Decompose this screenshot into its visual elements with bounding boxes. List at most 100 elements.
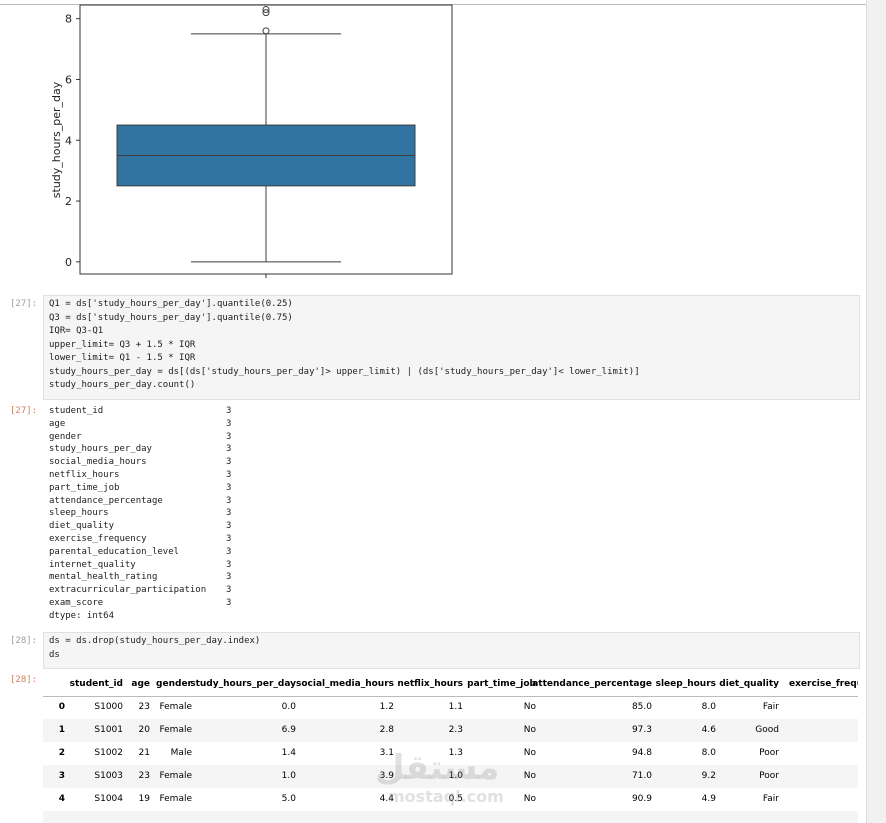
table-cell: 94.8 bbox=[631, 748, 652, 758]
table-cell: No bbox=[523, 771, 536, 781]
code-line: IQR= Q3-Q1 bbox=[49, 326, 104, 336]
y-tick-label: 8 bbox=[65, 13, 72, 26]
series-value: 3 bbox=[226, 418, 232, 429]
outlier bbox=[262, 27, 270, 35]
table-cell: Female bbox=[159, 771, 192, 781]
table-cell: Female bbox=[159, 794, 192, 804]
series-value: 3 bbox=[226, 495, 232, 506]
series-value: 3 bbox=[226, 444, 232, 455]
table-cell: Male bbox=[170, 748, 192, 758]
series-name: diet_quality bbox=[49, 521, 115, 532]
table-cell: 1.2 bbox=[379, 702, 394, 712]
prompt: [28]: bbox=[10, 675, 38, 685]
table-cell: S1000 bbox=[94, 702, 123, 712]
code-cell bbox=[43, 632, 860, 669]
series-name: exam_score bbox=[49, 598, 104, 608]
watermark-url: mostaql.com bbox=[388, 787, 504, 806]
table-cell: No bbox=[523, 725, 536, 735]
code-line: study_hours_per_day.count() bbox=[49, 380, 196, 390]
y-tick-label: 2 bbox=[65, 195, 72, 208]
code-line: upper_limit= Q3 + 1.5 * IQR bbox=[49, 339, 196, 350]
table-cell: 2.8 bbox=[379, 725, 394, 735]
column-header: sleep_hours bbox=[655, 679, 716, 689]
series-value: 3 bbox=[226, 521, 232, 532]
table-cell: No bbox=[523, 794, 536, 804]
series-value: 3 bbox=[226, 406, 232, 416]
table-cell: Female bbox=[159, 725, 192, 735]
series-name: extracurricular_participation bbox=[49, 585, 207, 596]
table-cell: 4.6 bbox=[701, 725, 716, 735]
table-cell: 1.1 bbox=[448, 702, 463, 712]
table-cell: 0.5 bbox=[448, 794, 463, 804]
table-cell: 1.0 bbox=[448, 771, 463, 781]
table-cell: 85.0 bbox=[631, 702, 652, 712]
series-value: 3 bbox=[226, 559, 232, 570]
table-cell: 23 bbox=[138, 702, 150, 712]
column-header: netflix_hours bbox=[397, 679, 463, 689]
table-cell: S1002 bbox=[94, 748, 123, 758]
series-value: 3 bbox=[226, 546, 232, 557]
series-name: mental_health_rating bbox=[49, 572, 158, 583]
series-value: 3 bbox=[226, 482, 232, 493]
column-header: part_time_job bbox=[467, 679, 536, 689]
series-name: netflix_hours bbox=[49, 470, 120, 480]
series-name: attendance_percentage bbox=[49, 495, 163, 506]
series-value: 3 bbox=[226, 572, 232, 583]
series-name: study_hours_per_day bbox=[49, 444, 152, 455]
table-cell: Poor bbox=[759, 748, 779, 758]
series-name: age bbox=[49, 418, 66, 429]
table-cell: 97.3 bbox=[631, 725, 652, 735]
series-value: 3 bbox=[226, 457, 232, 468]
row-stripe bbox=[43, 765, 858, 788]
series-name: social_media_hours bbox=[49, 457, 147, 468]
series-value: 3 bbox=[226, 431, 232, 442]
table-cell: 90.9 bbox=[631, 794, 652, 804]
series-value: 3 bbox=[226, 508, 232, 519]
series-name: parental_education_level bbox=[49, 546, 180, 557]
series-value: 3 bbox=[226, 585, 232, 596]
table-cell: 8.0 bbox=[701, 748, 716, 758]
table-cell: No bbox=[523, 702, 536, 712]
table-cell: Poor bbox=[759, 771, 779, 781]
column-header: attendance_percentage bbox=[532, 679, 652, 689]
table-cell: 3.1 bbox=[379, 748, 394, 758]
column-header: student_id bbox=[69, 679, 123, 689]
table-cell: 6.9 bbox=[281, 725, 296, 735]
table-cell: S1001 bbox=[94, 725, 123, 735]
watermark: مستقل bbox=[375, 748, 500, 788]
row-index: 0 bbox=[58, 702, 65, 712]
code-cell bbox=[43, 295, 860, 400]
code-line: ds bbox=[49, 649, 60, 660]
series-name: gender bbox=[49, 431, 82, 442]
series-name: part_time_job bbox=[49, 482, 120, 493]
row-index: 1 bbox=[58, 725, 65, 735]
series-name: student_id bbox=[49, 406, 104, 416]
table-cell: 23 bbox=[138, 771, 150, 781]
series-value: 3 bbox=[226, 598, 232, 608]
column-header: diet_quality bbox=[719, 679, 779, 689]
table-cell: Fair bbox=[762, 702, 779, 712]
table-cell: 1.4 bbox=[281, 748, 296, 758]
series-name: internet_quality bbox=[49, 559, 136, 570]
table-cell: 20 bbox=[138, 725, 150, 735]
table-cell: Fair bbox=[762, 794, 779, 804]
table-cell: 2.3 bbox=[448, 725, 463, 735]
column-header: exercise_freque bbox=[789, 679, 858, 689]
code-line: Q1 = ds['study_hours_per_day'].quantile(… bbox=[49, 299, 293, 309]
table-cell: 8.0 bbox=[701, 702, 716, 712]
prompt: [28]: bbox=[10, 636, 38, 646]
scrollbar[interactable] bbox=[866, 0, 886, 823]
prompt: [27]: bbox=[10, 406, 38, 416]
series-name: sleep_hours bbox=[49, 508, 109, 519]
y-tick-label: 6 bbox=[65, 73, 72, 86]
table-cell: 4.4 bbox=[379, 794, 394, 804]
table-cell: 9.2 bbox=[701, 771, 716, 781]
column-header: study_hours_per_day bbox=[190, 679, 296, 689]
table-cell: 19 bbox=[138, 794, 150, 804]
column-header: gender bbox=[156, 679, 192, 689]
code-line: Q3 = ds['study_hours_per_day'].quantile(… bbox=[49, 312, 293, 323]
row-stripe bbox=[43, 811, 858, 823]
series-value: 3 bbox=[226, 470, 232, 480]
column-header: age bbox=[131, 679, 150, 689]
